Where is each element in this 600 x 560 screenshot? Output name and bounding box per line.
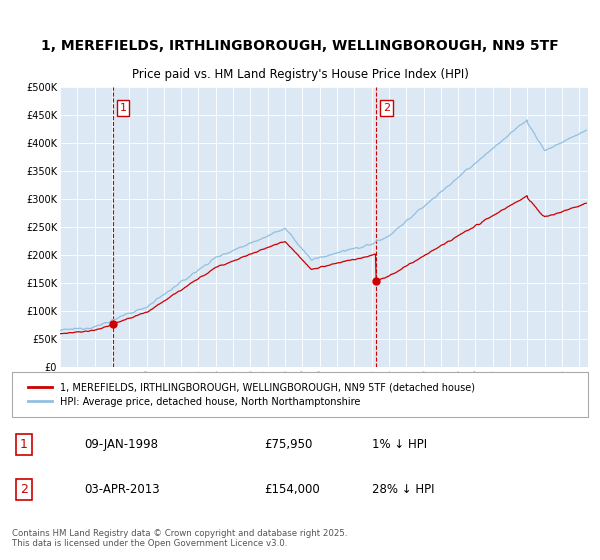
Text: Contains HM Land Registry data © Crown copyright and database right 2025.
This d: Contains HM Land Registry data © Crown c…	[12, 529, 347, 548]
Text: 03-APR-2013: 03-APR-2013	[84, 483, 160, 496]
Text: 2: 2	[383, 103, 390, 113]
FancyBboxPatch shape	[12, 372, 588, 418]
Text: Price paid vs. HM Land Registry's House Price Index (HPI): Price paid vs. HM Land Registry's House …	[131, 68, 469, 81]
Text: 1% ↓ HPI: 1% ↓ HPI	[372, 438, 427, 451]
Text: £154,000: £154,000	[264, 483, 320, 496]
Legend: 1, MEREFIELDS, IRTHLINGBOROUGH, WELLINGBOROUGH, NN9 5TF (detached house), HPI: A: 1, MEREFIELDS, IRTHLINGBOROUGH, WELLINGB…	[23, 378, 479, 412]
Text: £75,950: £75,950	[264, 438, 313, 451]
Text: 09-JAN-1998: 09-JAN-1998	[84, 438, 158, 451]
Text: 28% ↓ HPI: 28% ↓ HPI	[372, 483, 434, 496]
Text: 2: 2	[20, 483, 28, 496]
Text: 1, MEREFIELDS, IRTHLINGBOROUGH, WELLINGBOROUGH, NN9 5TF: 1, MEREFIELDS, IRTHLINGBOROUGH, WELLINGB…	[41, 39, 559, 53]
Text: 1: 1	[20, 438, 28, 451]
Text: 1: 1	[119, 103, 127, 113]
